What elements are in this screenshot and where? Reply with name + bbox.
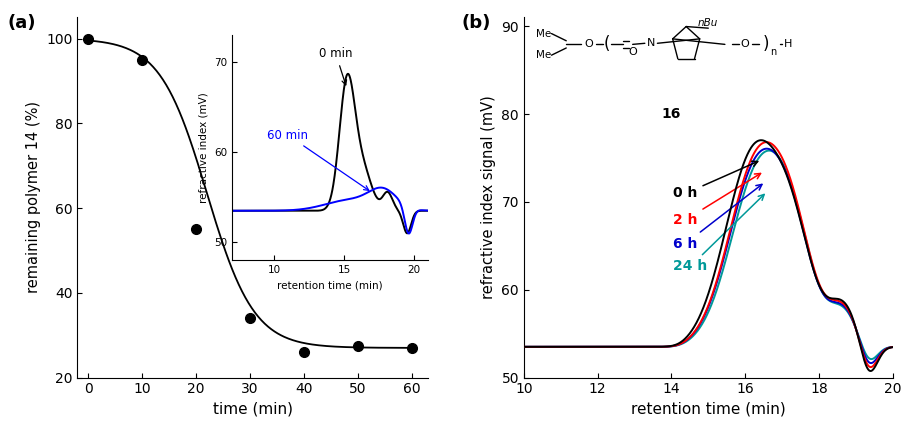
Text: O: O — [741, 39, 750, 49]
X-axis label: retention time (min): retention time (min) — [278, 281, 383, 291]
Text: (a): (a) — [7, 14, 36, 32]
Text: 24 h: 24 h — [673, 194, 764, 273]
Text: 16: 16 — [661, 108, 681, 122]
Y-axis label: refractive index (mV): refractive index (mV) — [199, 92, 209, 203]
Text: 2 h: 2 h — [673, 174, 761, 227]
Text: n: n — [770, 46, 776, 56]
Text: (b): (b) — [461, 14, 490, 32]
Text: (: ( — [604, 36, 610, 53]
Text: 60 min: 60 min — [267, 128, 369, 191]
Text: 0 h: 0 h — [673, 161, 758, 201]
Text: nBu: nBu — [698, 18, 719, 28]
Text: N: N — [647, 38, 655, 48]
Text: H: H — [783, 39, 792, 49]
X-axis label: retention time (min): retention time (min) — [631, 402, 785, 417]
Text: O: O — [584, 39, 593, 49]
Text: 6 h: 6 h — [673, 184, 762, 250]
X-axis label: time (min): time (min) — [213, 402, 292, 417]
Text: O: O — [629, 46, 637, 56]
Text: Me: Me — [537, 50, 552, 60]
Y-axis label: remaining polymer 14 (%): remaining polymer 14 (%) — [26, 102, 41, 293]
Y-axis label: refractive index signal (mV): refractive index signal (mV) — [481, 95, 496, 299]
Text: Me: Me — [537, 29, 552, 39]
Text: ): ) — [763, 36, 769, 53]
Text: 0 min: 0 min — [319, 47, 353, 85]
